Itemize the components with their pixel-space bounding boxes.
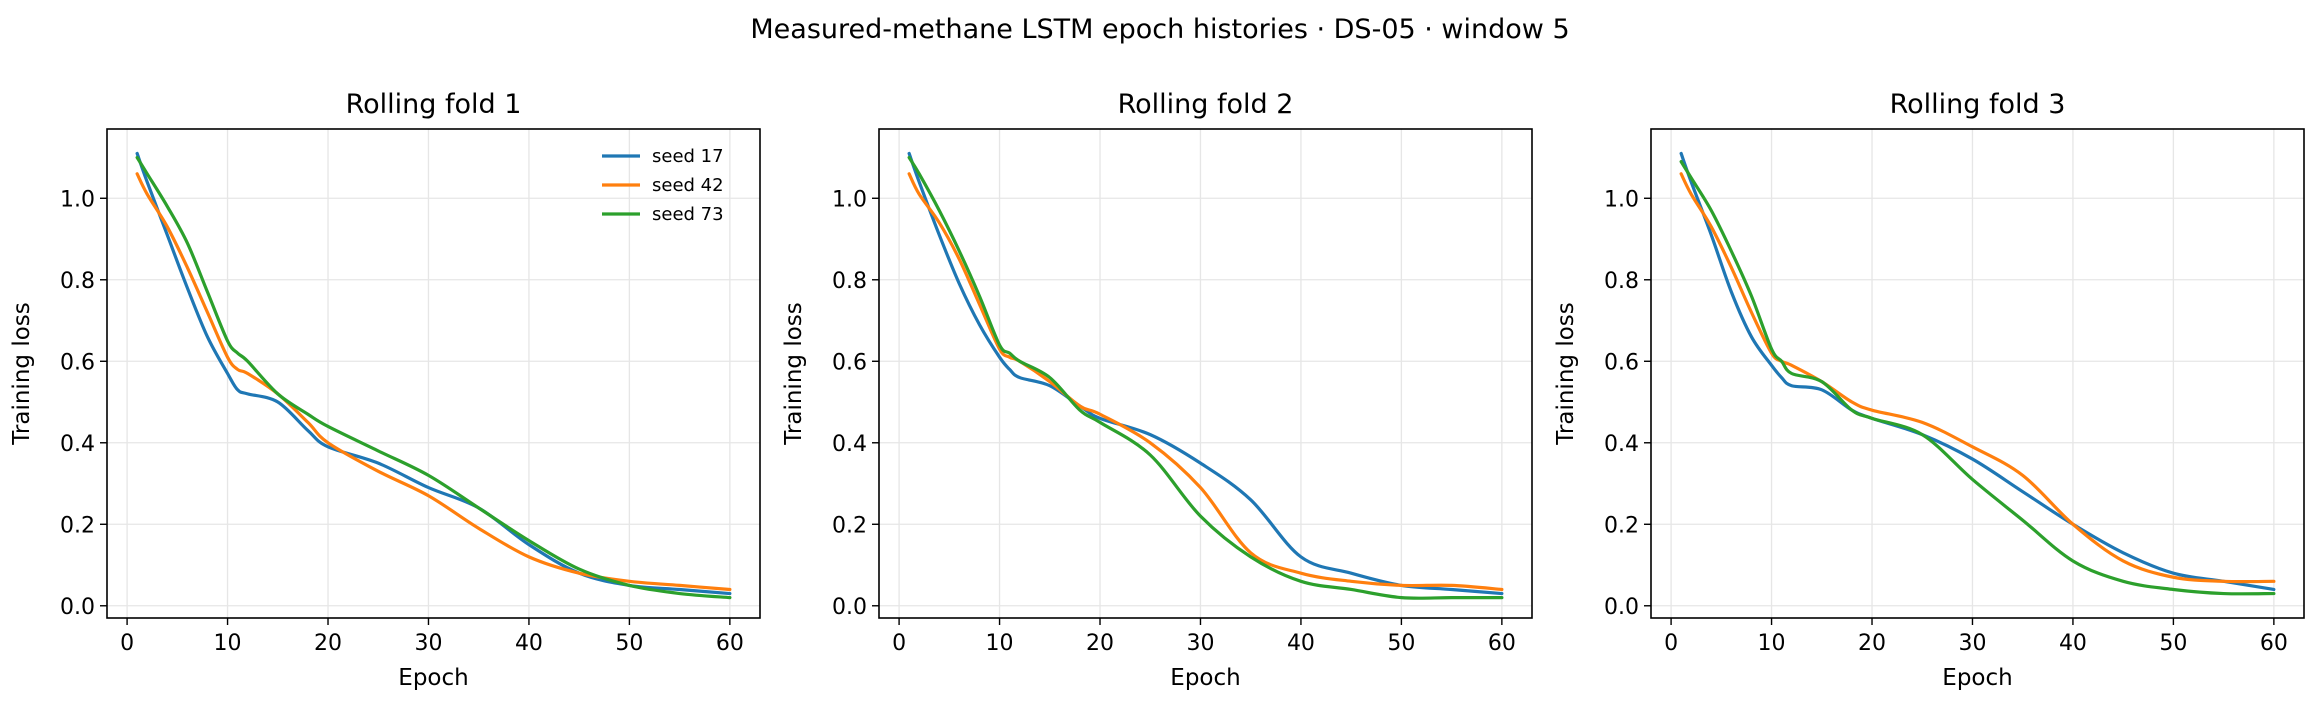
series-line-seed-73 xyxy=(135,155,732,600)
ticks-layer: 0 10 20 30 40 50 60 0.0 0.2 0.4 0.6 0.8 1.0 xyxy=(832,187,1516,656)
x-tick-label: 50 xyxy=(1387,631,1415,656)
y-axis-label: Training loss xyxy=(9,302,35,446)
series-line-seed-42 xyxy=(907,172,1504,592)
panel-rolling-fold-2: 0 10 20 30 40 50 60 0.0 0.2 0.4 0.6 0.8 1.0 Rolling … xyxy=(781,89,1533,691)
panel-rolling-fold-1: 0 10 20 30 40 50 60 0.0 0.2 0.4 0.6 0.8 1.0 Rolling … xyxy=(9,89,761,691)
x-tick-label: 30 xyxy=(414,631,442,656)
series-layer xyxy=(1679,151,2276,596)
x-axis-label: Epoch xyxy=(1170,665,1240,691)
y-tick-label: 0.8 xyxy=(60,269,95,294)
y-tick-label: 0.8 xyxy=(1604,269,1639,294)
grid-layer xyxy=(879,129,1532,618)
x-tick-label: 10 xyxy=(986,631,1014,656)
x-tick-label: 60 xyxy=(2260,631,2288,656)
x-tick-label: 30 xyxy=(1958,631,1986,656)
legend: seed 17 seed 42 seed 73 xyxy=(602,146,724,225)
x-tick-label: 60 xyxy=(716,631,744,656)
y-tick-label: 1.0 xyxy=(832,187,867,212)
x-tick-label: 40 xyxy=(2059,631,2087,656)
grid-layer xyxy=(1651,129,2304,618)
x-tick-label: 30 xyxy=(1186,631,1214,656)
y-tick-label: 0.8 xyxy=(832,269,867,294)
x-tick-label: 20 xyxy=(314,631,342,656)
ticks-layer: 0 10 20 30 40 50 60 0.0 0.2 0.4 0.6 0.8 1.0 xyxy=(1604,187,2288,656)
y-tick-label: 0.0 xyxy=(1604,595,1639,620)
y-tick-label: 0.2 xyxy=(832,513,867,538)
legend-label: seed 73 xyxy=(652,204,724,225)
x-tick-label: 40 xyxy=(515,631,543,656)
y-tick-label: 0.4 xyxy=(832,432,867,457)
panel-title: Rolling fold 2 xyxy=(1118,89,1294,120)
y-tick-label: 0.6 xyxy=(1604,350,1639,375)
y-tick-label: 0.2 xyxy=(1604,513,1639,538)
x-tick-label: 20 xyxy=(1858,631,1886,656)
y-tick-label: 1.0 xyxy=(1604,187,1639,212)
x-tick-label: 50 xyxy=(2159,631,2187,656)
y-tick-label: 0.0 xyxy=(60,595,95,620)
y-tick-label: 0.2 xyxy=(60,513,95,538)
y-axis-label: Training loss xyxy=(1553,302,1579,446)
x-tick-label: 20 xyxy=(1086,631,1114,656)
panel-title: Rolling fold 1 xyxy=(346,89,522,120)
axes-frame xyxy=(878,128,1533,619)
y-tick-label: 1.0 xyxy=(60,187,95,212)
x-tick-label: 0 xyxy=(1664,631,1678,656)
x-axis-label: Epoch xyxy=(1942,665,2012,691)
y-tick-label: 0.6 xyxy=(60,350,95,375)
series-layer xyxy=(907,151,1504,600)
series-line-seed-73 xyxy=(907,155,1504,600)
x-tick-label: 0 xyxy=(120,631,134,656)
y-tick-label: 0.4 xyxy=(1604,432,1639,457)
series-line-seed-42 xyxy=(1679,172,2276,584)
x-tick-label: 10 xyxy=(1758,631,1786,656)
y-tick-label: 0.6 xyxy=(832,350,867,375)
x-axis-label: Epoch xyxy=(398,665,468,691)
series-line-seed-42 xyxy=(135,172,732,592)
legend-label: seed 42 xyxy=(652,175,724,196)
series-layer xyxy=(135,151,732,600)
axes-frame xyxy=(1650,128,2305,619)
y-tick-label: 0.4 xyxy=(60,432,95,457)
x-tick-label: 50 xyxy=(615,631,643,656)
panel-title: Rolling fold 3 xyxy=(1890,89,2066,120)
x-tick-label: 0 xyxy=(892,631,906,656)
y-tick-label: 0.0 xyxy=(832,595,867,620)
figure-suptitle: Measured-methane LSTM epoch histories · … xyxy=(750,14,1569,45)
legend-label: seed 17 xyxy=(652,146,724,167)
ticks-layer: 0 10 20 30 40 50 60 0.0 0.2 0.4 0.6 0.8 1.0 xyxy=(60,187,744,656)
y-axis-label: Training loss xyxy=(781,302,807,446)
x-tick-label: 60 xyxy=(1488,631,1516,656)
series-line-seed-73 xyxy=(1679,160,2276,596)
axes-frame xyxy=(106,128,761,619)
x-tick-label: 10 xyxy=(214,631,242,656)
x-tick-label: 40 xyxy=(1287,631,1315,656)
panel-rolling-fold-3: 0 10 20 30 40 50 60 0.0 0.2 0.4 0.6 0.8 1.0 Rolling … xyxy=(1553,89,2305,691)
